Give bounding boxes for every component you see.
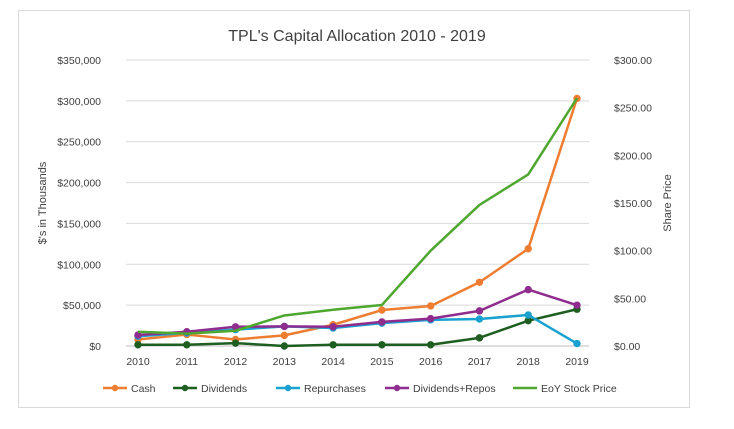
data-point [329, 323, 337, 331]
axes: $0 $50,000 $100,000 $150,000 $200,000 $250,00… [57, 55, 652, 368]
legend-label: Cash [131, 383, 156, 395]
x-tick-label: 2017 [468, 356, 492, 368]
data-point [280, 331, 289, 340]
series-line-4 [137, 97, 579, 335]
data-point [475, 278, 484, 286]
data-point [231, 339, 240, 347]
y2-tick-label: $150.00 [614, 198, 652, 210]
y-tick-label: $0 [89, 341, 101, 353]
y-tick-label: $350,000 [57, 55, 101, 67]
data-point [573, 301, 581, 309]
y-tick-label: $100,000 [57, 259, 101, 271]
legend-label: Dividends+Repos [413, 383, 496, 395]
legend-marker-3 [393, 384, 401, 392]
data-point [426, 302, 435, 310]
x-tick-label: 2012 [224, 356, 248, 368]
data-point [524, 285, 532, 294]
data-point [475, 315, 484, 323]
grid-lines [126, 59, 589, 347]
data-point [426, 341, 435, 349]
legend-label: Dividends [201, 383, 247, 395]
data-point [524, 245, 532, 253]
series-line-0 [137, 98, 579, 341]
legend-label: Repurchases [304, 383, 366, 395]
y-tick-label: $150,000 [57, 218, 101, 230]
y2-tick-label: $50.00 [614, 293, 646, 305]
y2-tick-label: $200.00 [614, 150, 652, 162]
x-tick-label: 2010 [126, 356, 150, 368]
series-lines [134, 94, 581, 350]
data-point [426, 314, 435, 323]
y-tick-label: $200,000 [57, 178, 101, 190]
legend-marker-0 [111, 384, 119, 392]
x-tick-label: 2013 [273, 356, 297, 368]
data-point [378, 306, 386, 314]
data-point [475, 307, 484, 315]
y-tick-label: $300,000 [57, 96, 101, 108]
series-line-3 [137, 288, 578, 337]
y2-tick-label: $100.00 [614, 246, 652, 258]
data-point [524, 311, 532, 319]
legend-marker-2 [284, 384, 292, 392]
y2-tick-label: $250.00 [614, 103, 652, 115]
y-tick-label: $250,000 [57, 137, 101, 149]
legend: Cash Dividends Repurchases Dividends+Repos E… [103, 383, 617, 395]
data-point [378, 341, 386, 349]
data-point [134, 341, 142, 349]
y2-axis-title: Share Price [662, 174, 674, 231]
y2-tick-label: $0.00 [614, 341, 640, 353]
x-tick-label: 2015 [370, 356, 394, 368]
x-tick-label: 2019 [565, 356, 589, 368]
chart-title: TPL's Capital Allocation 2010 - 2019 [228, 28, 486, 45]
data-point [475, 334, 484, 342]
legend-label: EoY Stock Price [541, 383, 617, 395]
x-tick-label: 2011 [175, 356, 198, 368]
data-point [280, 342, 289, 350]
x-tick-label: 2018 [517, 356, 541, 368]
data-point [183, 341, 191, 349]
data-point [329, 341, 337, 349]
data-point [573, 339, 581, 348]
y-axis-title: $'s in Thousands [37, 161, 49, 244]
legend-marker-1 [181, 384, 189, 392]
x-tick-label: 2014 [321, 356, 345, 368]
x-tick-label: 2016 [419, 356, 443, 368]
data-point [280, 322, 289, 331]
series-line-1 [138, 308, 578, 348]
data-point [378, 318, 386, 326]
y2-tick-label: $300.00 [614, 55, 652, 67]
y-tick-label: $50,000 [63, 300, 101, 312]
